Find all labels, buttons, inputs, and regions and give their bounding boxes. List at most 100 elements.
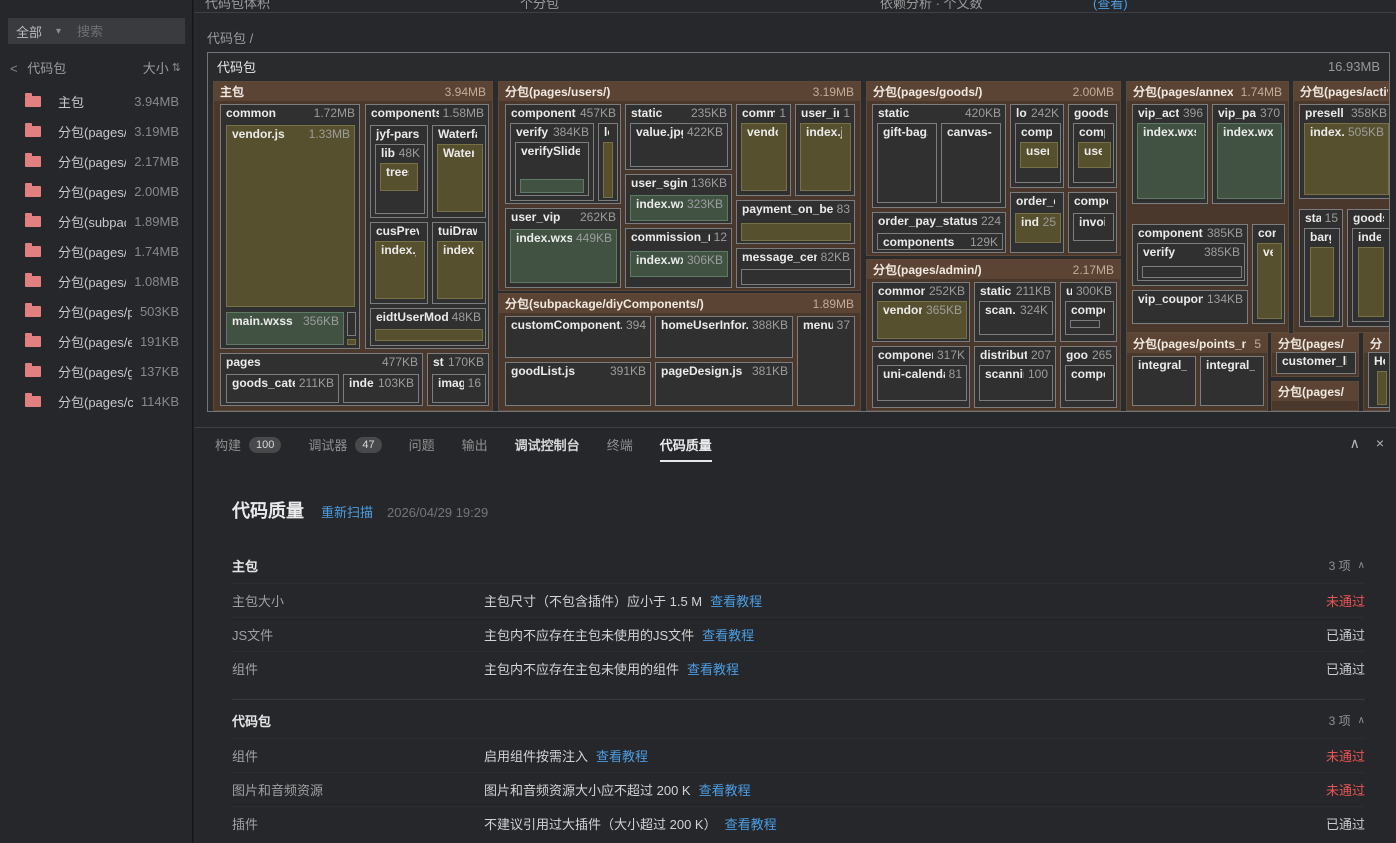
treemap-cell[interactable]: common 1.72MB vendor.js 1.33MB main.wxss 356K… [220,104,360,349]
treemap-cell[interactable]: customComponent.js 394 [505,316,651,358]
treemap-cell[interactable]: user_info1 index.js [795,104,855,196]
treemap-package-header[interactable]: 分包 [1364,334,1389,353]
treemap-cell[interactable]: log [598,123,618,201]
treemap-cell[interactable]: lottery242K compone userAd [1010,104,1064,188]
treemap-cell[interactable]: uni-calendar81 [877,365,967,401]
treemap-cell[interactable]: index.wxss306KB [630,251,728,277]
treemap-cell[interactable] [375,329,483,341]
treemap-cell[interactable]: index.js [437,241,483,299]
treemap-cell[interactable]: canvas- [941,123,1001,203]
treemap-cell[interactable]: index.js [375,241,425,299]
treemap-cell[interactable]: static170KB images16 [427,353,489,406]
treemap-cell[interactable]: components 385KB verify 385KB [1132,224,1248,286]
treemap-cell[interactable]: comm ve [1252,224,1285,324]
treemap-cell[interactable]: userAd [1020,142,1058,168]
treemap-cell[interactable]: vip_paid370 index.wxss [1212,104,1285,204]
close-panel-icon[interactable]: × [1375,435,1384,451]
treemap-cell[interactable]: vendor.js365KB [877,301,967,339]
view-tutorial-link[interactable]: 查看教程 [687,662,740,677]
treemap-cell[interactable]: distribution207 scanning100 [974,346,1056,408]
treemap-cell[interactable]: menus.js37 [797,316,855,406]
sort-by-size[interactable]: 大小 ⇅ [142,60,181,76]
treemap-cell[interactable] [1070,320,1100,328]
sidebar-item[interactable]: 分包(pages/goo... 137KB [0,356,193,386]
panel-tab[interactable]: 问题 [409,435,435,454]
treemap-cell[interactable]: compo [1065,301,1114,335]
treemap-cell[interactable]: images16 [432,374,486,403]
treemap-cell[interactable]: jyf-parser libs48K trees. [370,125,428,218]
treemap-cell[interactable]: pageDesign.js 381KB [655,362,793,406]
treemap-cell[interactable]: Waterfa [437,144,483,212]
rescan-link[interactable]: 重新扫描 [321,505,374,520]
panel-tab[interactable]: 代码质量 [659,435,712,462]
treemap-cell[interactable]: eidtUserModal48KB [370,308,486,346]
filter-dropdown[interactable]: 全部 ▾ [16,22,61,41]
treemap-cell[interactable]: compone invoice [1068,192,1117,253]
treemap-cell[interactable] [1142,266,1242,278]
treemap-cell[interactable]: static 420KB gift-bag. canvas- [872,104,1006,208]
sidebar-item[interactable]: 分包(pages/go... 2.00MB [0,176,193,206]
treemap-package-header[interactable]: 主包 3.94MB [214,82,492,101]
treemap-cell[interactable]: ve [1257,243,1282,319]
treemap-cell[interactable]: homeUserInfor.js388KB [655,316,793,358]
treemap-cell[interactable]: index.wxss449KB [510,229,617,283]
treemap-cell[interactable]: index.js505KB [1304,123,1389,195]
view-tutorial-link[interactable]: 查看教程 [698,783,751,798]
treemap-cell[interactable]: vip_active396 index.wxss [1132,104,1208,204]
treemap-cell[interactable]: cusPrevie index.js [370,222,428,304]
treemap-package-header[interactable]: 分包(pages/points_mall/)5 [1127,334,1267,353]
treemap-package-header[interactable]: 分包(pages/activit [1294,82,1389,101]
sidebar-item[interactable]: 分包(pages/colu... 114KB [0,386,193,416]
treemap-package-header[interactable]: 分包(pages/goods/) 2.00MB [867,82,1120,101]
treemap-cell[interactable]: libs48K trees. [375,144,425,214]
treemap-cell[interactable]: goods_cocompon userA [1068,104,1117,188]
treemap-cell[interactable] [1377,371,1387,405]
treemap-cell[interactable]: components317K uni-calendar81 [872,346,970,408]
treemap-cell[interactable]: goods_inde [1347,209,1389,327]
panel-tab[interactable]: 调试器 47 [308,435,382,454]
treemap-cell[interactable]: index.js [800,123,851,191]
treemap-cell[interactable] [741,269,851,285]
treemap-cell[interactable]: order_details index.js25 [1010,192,1064,253]
treemap-cell[interactable]: Ho [1368,352,1389,408]
view-tutorial-link[interactable]: 查看教程 [724,817,777,832]
treemap-cell[interactable]: static15 barga [1299,209,1343,327]
treemap-package-header[interactable]: 分包(pages/annex/) 1.74MB [1127,82,1288,101]
treemap-cell[interactable]: scan.gif324K [979,301,1053,335]
treemap-cell[interactable] [603,142,613,198]
back-icon[interactable]: < [10,60,18,76]
treemap-cell[interactable]: integral_go [1132,356,1196,406]
treemap-cell[interactable]: vendor.j [741,123,787,191]
treemap-cell[interactable]: verify 384KB verifySlider [510,123,594,201]
treemap-cell[interactable]: index.wxss323KB [630,195,728,221]
collapse-panel-icon[interactable]: ∧ [1349,435,1360,451]
sidebar-item[interactable]: 分包(pages/exte... 191KB [0,326,193,356]
treemap-cell[interactable]: order_pay_status 224 components 129K [872,212,1006,253]
treemap-cell[interactable]: compo [1065,365,1114,401]
treemap-cell[interactable]: invoice [1073,213,1114,241]
treemap-cell[interactable]: index.js25 [1015,213,1061,243]
treemap-cell[interactable]: goodList.js 391KB [505,362,651,406]
treemap-cell[interactable]: userA [1078,142,1111,168]
panel-tab[interactable]: 调试控制台 [515,435,580,454]
panel-tab[interactable]: 构建 100 [215,435,282,454]
view-tutorial-link[interactable]: 查看教程 [710,594,763,609]
treemap-cell[interactable]: verify 385KB [1137,243,1245,281]
treemap-package-header[interactable]: 分包(pages/users/) 3.19MB [499,82,860,101]
treemap-cell[interactable]: Waterfalls Waterfa [432,125,486,218]
treemap-cell[interactable]: goods_cate 211KB [226,374,339,403]
treemap-package-header[interactable]: 分包(subpackage/diyComponents/) 1.89MB [499,294,860,313]
treemap-cell[interactable] [1310,247,1334,317]
sidebar-item[interactable]: 分包(pages/ad... 2.17MB [0,146,193,176]
treemap-cell[interactable]: index103KB [343,374,419,403]
sidebar-item[interactable]: 主包 3.94MB [0,86,193,116]
